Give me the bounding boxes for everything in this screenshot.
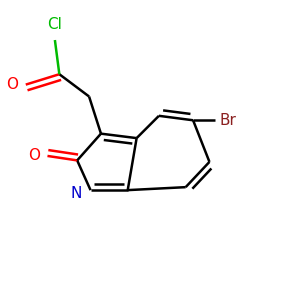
- Text: N: N: [70, 186, 82, 201]
- Text: Br: Br: [220, 113, 237, 128]
- Text: O: O: [6, 77, 18, 92]
- Text: Cl: Cl: [47, 17, 62, 32]
- Text: O: O: [28, 148, 40, 164]
